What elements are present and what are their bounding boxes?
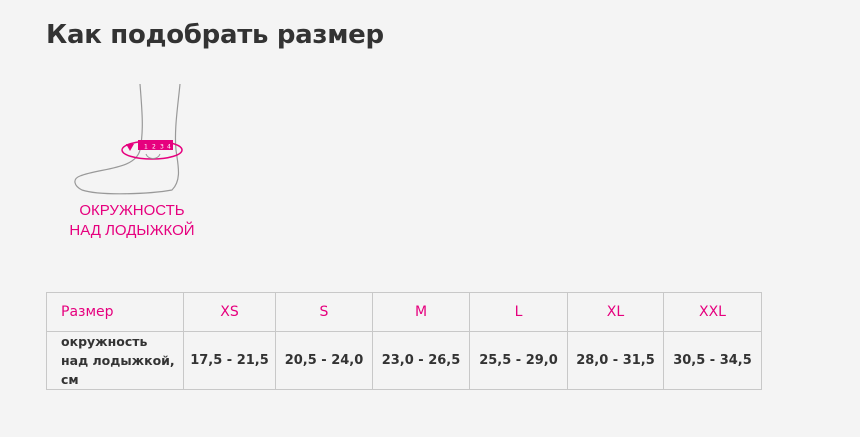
header-label: Размер (46, 292, 184, 332)
size-cell: XXL (663, 292, 762, 332)
table-header-row: Размер XS S M L XL XXL (46, 292, 762, 332)
size-cell: L (469, 292, 568, 332)
size-cell: XL (567, 292, 664, 332)
ankle-measure-icon: 1 2 3 4 (74, 83, 183, 195)
caption-line: ОКРУЖНОСТЬ (79, 202, 185, 219)
row-label-text: окружность над лодыжкой, см (61, 334, 175, 387)
table-row: окружность над лодыжкой, см 17,5 - 21,5 … (46, 331, 762, 390)
tape-mark: 3 (160, 144, 164, 151)
value-cell: 20,5 - 24,0 (275, 331, 373, 390)
tape-mark: 4 (167, 144, 171, 151)
row-label: окружность над лодыжкой, см (46, 331, 184, 390)
value-cell: 23,0 - 26,5 (372, 331, 470, 390)
value-cell: 25,5 - 29,0 (469, 331, 568, 390)
size-cell: M (372, 292, 470, 332)
size-table: Размер XS S M L XL XXL окружность над ло… (46, 292, 762, 390)
size-cell: S (275, 292, 373, 332)
value-cell: 30,5 - 34,5 (663, 331, 762, 390)
caption-line: НАД ЛОДЫЖКОЙ (69, 222, 195, 239)
value-cell: 17,5 - 21,5 (183, 331, 276, 390)
page-title: Как подобрать размер (46, 20, 384, 50)
tape-mark: 1 (144, 144, 148, 151)
tape-mark: 2 (152, 144, 156, 151)
size-cell: XS (183, 292, 276, 332)
illustration-caption: ОКРУЖНОСТЬ НАД ЛОДЫЖКОЙ (46, 201, 218, 241)
value-cell: 28,0 - 31,5 (567, 331, 664, 390)
